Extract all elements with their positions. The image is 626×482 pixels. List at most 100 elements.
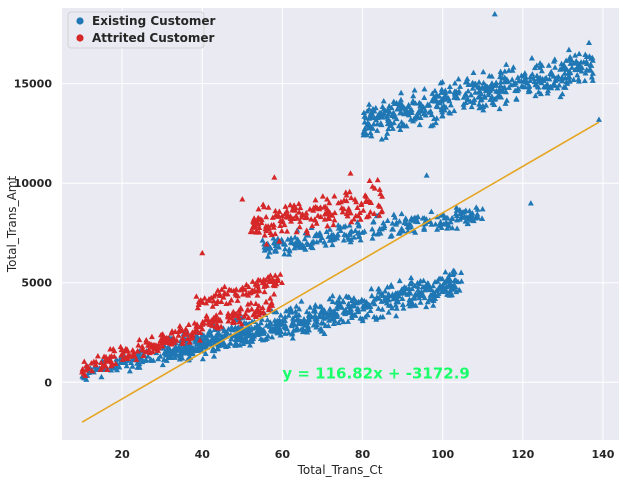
existing-customer-point — [345, 236, 352, 242]
existing-customer-point — [574, 72, 581, 78]
existing-customer-point — [159, 361, 166, 368]
attrited-customer-point — [124, 347, 131, 354]
attrited-customer-point — [214, 287, 221, 293]
existing-customer-point — [433, 97, 440, 103]
existing-customer-point — [513, 95, 520, 101]
attrited-customer-point — [278, 279, 285, 286]
existing-customer-point — [211, 353, 218, 359]
existing-customer-point — [412, 100, 419, 106]
existing-customer-point — [575, 78, 582, 84]
existing-customer-point — [480, 68, 487, 75]
existing-customer-point — [385, 309, 392, 315]
attrited-customer-point — [230, 317, 237, 324]
existing-customer-point — [528, 55, 535, 61]
attrited-customer-point — [193, 326, 200, 333]
attrited-customer-point — [263, 241, 270, 247]
existing-customer-point — [441, 279, 448, 286]
existing-customer-point — [283, 325, 290, 332]
attrited-customer-point — [245, 289, 252, 296]
existing-customer-point — [419, 215, 426, 221]
existing-customer-point — [326, 295, 333, 302]
existing-customer-point — [291, 321, 298, 327]
existing-customer-point — [452, 210, 459, 217]
attrited-customer-point — [216, 316, 223, 323]
existing-customer-point — [509, 76, 516, 82]
existing-customer-point — [503, 61, 510, 67]
existing-customer-point — [421, 286, 428, 293]
attrited-customer-point — [289, 205, 296, 212]
existing-customer-point — [366, 114, 373, 121]
existing-customer-point — [442, 104, 449, 110]
existing-customer-point — [342, 222, 349, 229]
existing-customer-point — [300, 320, 307, 327]
existing-customer-point — [545, 62, 552, 68]
existing-customer-point — [469, 212, 476, 219]
existing-customer-point — [431, 115, 438, 122]
attrited-customer-point — [272, 272, 279, 278]
attrited-customer-point — [325, 214, 332, 220]
attrited-customer-point — [98, 359, 105, 366]
attrited-customer-point — [376, 212, 383, 218]
attrited-customer-point — [355, 212, 362, 219]
attrited-customer-point — [199, 249, 206, 256]
existing-customer-point — [309, 244, 316, 251]
existing-customer-point — [514, 74, 521, 80]
existing-customer-point — [544, 87, 551, 93]
attrited-customer-point — [220, 294, 227, 300]
attrited-customer-point — [267, 295, 274, 301]
existing-customer-point — [574, 59, 581, 66]
existing-customer-point — [445, 223, 452, 229]
attrited-customer-point — [106, 357, 113, 363]
attrited-customer-point — [184, 335, 191, 342]
existing-customer-point — [293, 312, 300, 319]
existing-customer-point — [312, 301, 319, 308]
existing-customer-point — [169, 351, 176, 357]
existing-customer-point — [472, 80, 479, 87]
attrited-customer-point — [98, 364, 105, 370]
attrited-customer-point — [225, 313, 232, 320]
existing-customer-point — [580, 58, 587, 65]
existing-customer-point — [405, 224, 412, 230]
attrited-customer-point — [282, 203, 289, 209]
existing-customer-point — [257, 335, 264, 342]
existing-customer-point — [482, 102, 489, 108]
existing-customer-point — [582, 70, 589, 76]
regression-line — [81, 121, 600, 423]
existing-customer-point — [134, 360, 141, 366]
attrited-customer-point — [101, 362, 108, 369]
existing-customer-point — [439, 112, 446, 118]
existing-customer-point — [384, 284, 391, 290]
existing-customer-point — [259, 316, 266, 322]
existing-customer-point — [113, 363, 120, 370]
attrited-customer-point — [166, 340, 173, 346]
existing-customer-point — [470, 217, 477, 224]
attrited-customer-point — [331, 209, 338, 216]
attrited-customer-point — [354, 204, 361, 210]
existing-customer-point — [533, 72, 540, 79]
existing-customer-point — [267, 326, 274, 332]
existing-customer-point — [465, 87, 472, 94]
existing-customer-point — [393, 99, 400, 106]
existing-customer-point — [438, 224, 445, 231]
attrited-customer-point — [104, 366, 111, 372]
attrited-customer-point — [221, 289, 228, 296]
attrited-customer-point — [360, 207, 367, 213]
existing-customer-point — [478, 90, 485, 97]
attrited-customer-point — [244, 301, 251, 307]
attrited-customer-point — [139, 343, 146, 349]
existing-customer-point — [343, 293, 350, 299]
existing-customer-point — [273, 247, 280, 254]
existing-customer-point — [380, 109, 387, 116]
attrited-customer-point — [282, 210, 289, 217]
attrited-customer-point — [225, 310, 232, 316]
existing-customer-point — [134, 364, 141, 370]
existing-customer-point — [246, 325, 253, 332]
attrited-customer-point — [357, 216, 364, 222]
existing-customer-point — [85, 369, 92, 375]
existing-customer-point — [576, 66, 583, 72]
existing-customer-point — [548, 71, 555, 77]
existing-customer-point — [446, 83, 453, 90]
existing-customer-point — [278, 328, 285, 335]
attrited-customer-point — [254, 292, 261, 298]
attrited-customer-point — [205, 316, 212, 323]
